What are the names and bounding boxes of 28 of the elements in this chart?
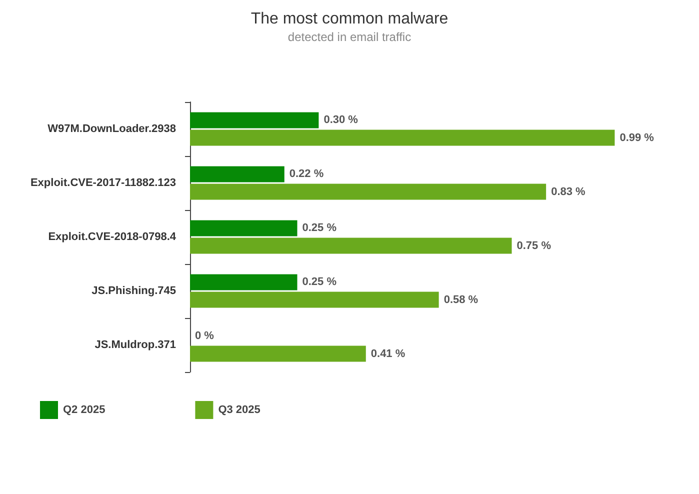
data-label: 0.25 % bbox=[302, 222, 337, 234]
chart-title: The most common malware bbox=[250, 10, 448, 28]
data-label: 0.30 % bbox=[324, 114, 358, 126]
bar bbox=[190, 292, 439, 308]
bar bbox=[190, 184, 546, 200]
bar bbox=[190, 130, 615, 146]
bar bbox=[190, 274, 298, 290]
y-tick-label: W97M.DownLoader.2938 bbox=[48, 123, 176, 135]
bar bbox=[190, 220, 298, 236]
legend-label: Q3 2025 bbox=[218, 404, 260, 416]
y-tick-label: Exploit.CVE-2018-0798.4 bbox=[48, 231, 177, 243]
data-label: 0.41 % bbox=[370, 348, 406, 360]
y-tick-label: JS.Muldrop.371 bbox=[94, 339, 176, 351]
y-tick-label: JS.Phishing.745 bbox=[92, 285, 176, 297]
data-label: 0.22 % bbox=[289, 168, 324, 180]
data-label: 0.25 % bbox=[302, 276, 337, 288]
chart-subtitle: detected in email traffic bbox=[288, 30, 412, 44]
bar bbox=[190, 346, 366, 362]
bar bbox=[190, 112, 319, 128]
bar bbox=[190, 166, 284, 182]
data-label: 0.58 % bbox=[444, 294, 478, 306]
bar bbox=[190, 238, 512, 254]
data-label: 0.75 % bbox=[516, 240, 552, 252]
data-label: 0.83 % bbox=[551, 186, 586, 198]
legend-label: Q2 2025 bbox=[63, 404, 106, 416]
data-label: 0 % bbox=[195, 330, 214, 342]
data-label: 0.99 % bbox=[620, 132, 654, 144]
y-tick-label: Exploit.CVE-2017-11882.123 bbox=[30, 177, 176, 189]
